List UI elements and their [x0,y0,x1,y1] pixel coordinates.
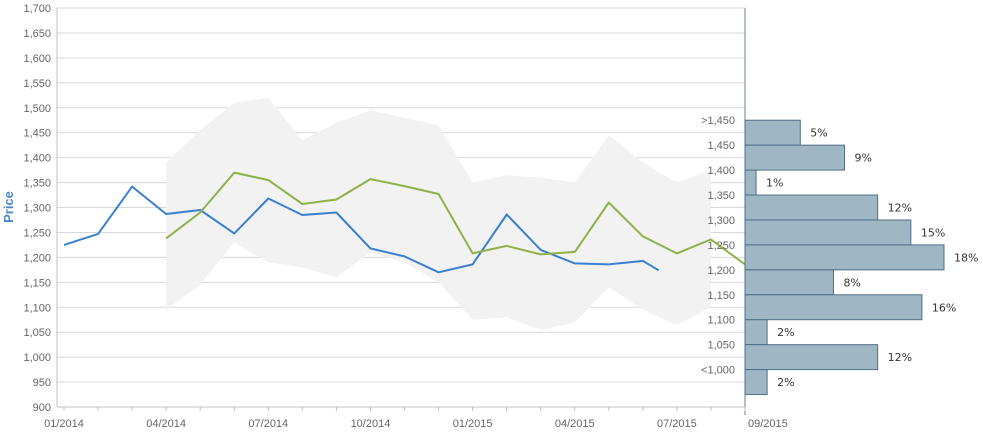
y-tick-label: 950 [33,377,51,389]
x-tick-label: 10/2014 [351,418,391,430]
price-distribution-histogram: >1,450 5% 1,450 9% 1,400 1% 1,350 12% 1,300 15% 1,… [701,115,978,396]
histogram-bar-label: 5% [810,127,827,140]
histogram-bin-label: 1,300 [707,215,735,227]
histogram-bar-label: 2% [777,376,794,389]
y-tick-label: 1,550 [23,78,51,90]
histogram-bar [744,319,768,346]
x-tick-label: 01/2015 [453,418,493,430]
histogram-bar [744,244,945,271]
y-tick-label: 900 [33,402,51,414]
histogram-bar [744,344,879,371]
forecast-range-area [166,97,711,330]
x-tick-label: 07/2015 [657,418,697,430]
y-tick-label: 1,250 [23,227,51,239]
y-tick-label: 1,650 [23,28,51,40]
histogram-bar-label: 1% [766,177,783,190]
y-tick-label: 1,700 [23,3,51,15]
x-tick-label: 04/2015 [555,418,595,430]
y-tick-label: 1,200 [23,252,51,264]
y-tick-label: 1,450 [23,128,51,140]
series-line-1 [63,185,660,274]
histogram-bar [744,369,768,396]
histogram-bar-label: 8% [843,276,860,289]
histogram-bar [744,294,923,321]
histogram-bar-label: 18% [954,251,978,264]
histogram-bar-label: 15% [921,226,945,239]
histogram-bin-label: 1,350 [707,190,735,202]
histogram-bar [744,169,757,196]
y-axis-label: Price [1,191,16,223]
y-tick-label: 1,000 [23,352,51,364]
series-line-2 [165,171,746,266]
histogram-bar [744,219,912,246]
histogram-bar-label: 12% [888,202,912,215]
histogram-bin-label: 1,450 [707,140,735,152]
histogram-bin-label: 1,250 [707,240,735,252]
y-tick-label: 1,600 [23,53,51,65]
histogram-bar [744,194,879,221]
y-tick-label: 1,150 [23,277,51,289]
histogram-bin-label: 1,100 [707,315,735,327]
histogram-bin-label: >1,450 [701,115,735,127]
x-tick-label: 01/2014 [44,418,84,430]
histogram-bar [744,269,834,296]
x-tick-labels: 01/2014 04/2014 07/2014 10/2014 01/2015 04/20… [44,418,788,430]
y-tick-labels: 900 950 1,000 1,050 1,100 1,150 1,200 1,250 1,30… [23,3,51,414]
histogram-bin-label: 1,050 [707,340,735,352]
histogram-bin-label: 1,400 [707,165,735,177]
forecast-band [166,97,711,330]
y-tick-label: 1,100 [23,302,51,314]
y-tick-label: 1,400 [23,153,51,165]
histogram-bar-label: 9% [855,152,872,165]
y-tick-label: 1,050 [23,327,51,339]
x-tick-label: 07/2014 [248,418,288,430]
histogram-bar-label: 16% [932,301,956,314]
x-tick-label: 04/2014 [146,418,186,430]
histogram-bin-label: 1,150 [707,290,735,302]
price-series [63,171,746,274]
histogram-bar [744,119,801,146]
histogram-bin-label: 1,200 [707,265,735,277]
histogram-bar [744,144,845,171]
histogram-bar-label: 2% [777,326,794,339]
y-tick-label: 1,300 [23,203,51,215]
x-tick-label: 09/2015 [748,418,788,430]
histogram-bar-label: 12% [888,351,912,364]
y-tick-label: 1,350 [23,178,51,190]
histogram-bin-label: <1,000 [701,365,735,377]
y-tick-label: 1,500 [23,103,51,115]
